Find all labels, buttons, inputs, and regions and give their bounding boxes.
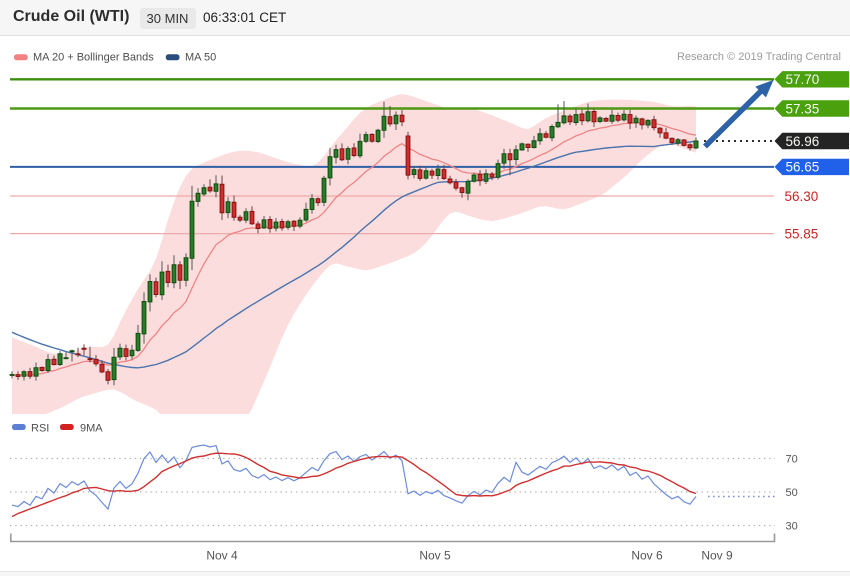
svg-text:55.85: 55.85 xyxy=(785,226,819,241)
svg-text:56.65: 56.65 xyxy=(786,160,820,175)
svg-text:9MA: 9MA xyxy=(80,423,103,435)
svg-text:Nov 5: Nov 5 xyxy=(419,549,451,563)
svg-text:Nov 6: Nov 6 xyxy=(631,549,663,563)
svg-text:Nov 9: Nov 9 xyxy=(701,549,733,563)
svg-text:70: 70 xyxy=(786,453,798,465)
svg-text:56.96: 56.96 xyxy=(786,134,820,149)
svg-text:Research © 2019 Trading Centra: Research © 2019 Trading Central xyxy=(677,51,841,63)
svg-text:MA 20 + Bollinger Bands: MA 20 + Bollinger Bands xyxy=(33,52,154,64)
svg-text:57.35: 57.35 xyxy=(786,101,820,116)
svg-text:MA 50: MA 50 xyxy=(185,52,216,64)
svg-text:56.30: 56.30 xyxy=(785,189,819,204)
svg-text:Nov 4: Nov 4 xyxy=(206,549,238,563)
svg-text:50: 50 xyxy=(786,487,798,499)
svg-text:57.70: 57.70 xyxy=(786,72,820,87)
svg-text:30: 30 xyxy=(786,520,798,532)
svg-text:RSI: RSI xyxy=(31,423,49,435)
